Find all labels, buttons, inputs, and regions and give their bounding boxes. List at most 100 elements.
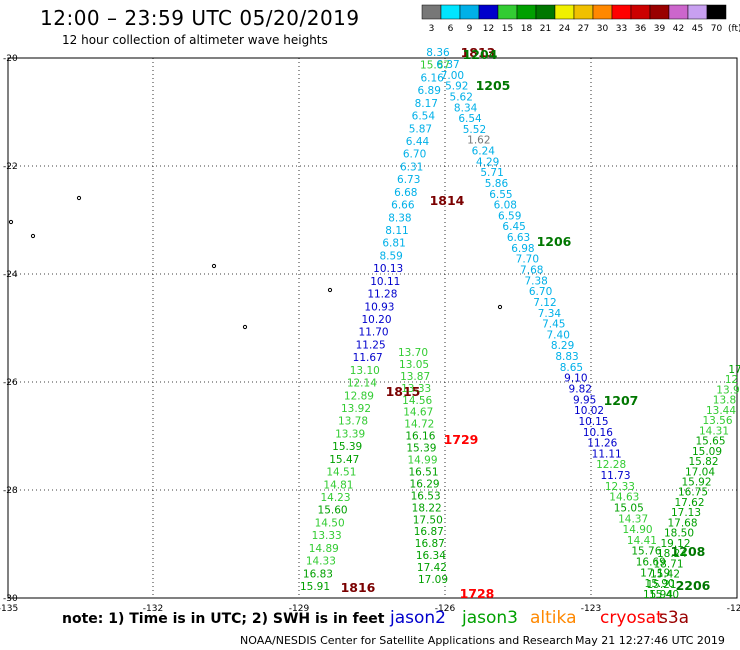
wave-height-value: 10.15 [578,416,608,428]
legend-bin-label: 9 [467,24,473,34]
wave-height-value: 15.40 [649,589,679,601]
island-marker [242,324,248,330]
wave-height-value: 17.68 [667,517,697,529]
wave-height-value: 5.71 [480,167,503,179]
wave-height-value: 16.69 [636,557,666,569]
wave-height-value: 15.76 [631,546,661,558]
wave-height-value: 14.63 [609,492,639,504]
wave-height-value: 10.11 [370,276,400,288]
generation-timestamp: May 21 12:27:46 UTC 2019 [575,634,725,647]
wave-height-value: 7.40 [547,329,570,341]
wave-height-value: 6.31 [400,161,423,173]
wave-height-value: 13.10 [350,365,380,377]
wave-height-value: 6.81 [382,238,405,250]
wave-height-value: 16.29 [410,478,440,490]
lat-label: -26 [3,378,18,388]
wave-height-value: 15.05 [614,502,644,514]
satellite-name: altika [530,608,577,628]
legend-bin-label: 3 [429,24,435,34]
wave-height-value: 17.04 [685,466,715,478]
wave-height-value: 10.02 [574,405,604,417]
wave-height-value: 16.34 [416,550,446,562]
wave-height-value: 15.87 [420,60,450,72]
track-d: 171213.913.813.4413.5614.3115.6515.0915.… [643,364,740,601]
wave-height-value: 15.82 [688,456,718,468]
pass-time-label: 1208 [671,544,706,559]
wave-height-value: 9.95 [573,394,596,406]
wave-height-value: 15.60 [318,505,348,517]
wave-height-value: 14.31 [699,425,729,437]
wave-height-value: 8.34 [454,102,478,114]
wave-height-value: 13.56 [702,415,732,427]
lon-label: -132 [143,604,163,614]
wave-height-value: 15.65 [695,436,725,448]
pass-time-label: 1815 [386,384,421,399]
wave-height-value: 17.42 [417,562,447,574]
wave-height-value: 9.82 [569,383,592,395]
legend-bin-label: 33 [616,24,627,34]
lon-label: -126 [435,604,456,614]
wave-height-value: 6.68 [394,187,417,199]
wave-height-value: 16.83 [303,568,333,580]
lat-label: -22 [3,162,18,172]
wave-height-value: 6.70 [529,286,552,298]
legend-bin-label: 45 [692,24,703,34]
lat-label: -20 [3,54,18,64]
wave-height-value: 16.53 [411,490,441,502]
wave-height-value: 5.52 [463,124,486,136]
wave-height-value: 18.50 [664,528,694,540]
pass-time-label: 1813 [461,45,496,60]
pass-time-label: 1204 [463,47,498,62]
legend-bin-label: 15 [502,24,513,34]
pass-time-label: 1816 [341,580,376,595]
wave-height-value: 7.45 [542,319,565,331]
wave-height-value: 11.26 [587,438,617,450]
wave-height-value: 8.11 [385,225,408,237]
wave-height-value: 5.92 [445,81,468,93]
wave-height-value: 6.16 [420,72,444,84]
track-b: 6.377.005.925.628.346.545.521.626.244.29… [436,47,705,601]
wave-height-value: 13.87 [400,371,430,383]
legend-swatch [706,4,727,20]
wave-height-value: 14.67 [403,407,433,419]
credit-line: NOAA/NESDIS Center for Satellite Applica… [240,634,574,647]
wave-height-value: 12.28 [596,459,626,471]
lon-label: -129 [289,604,310,614]
wave-height-value: 11.67 [353,352,383,364]
legend-bin-label: 39 [654,24,666,34]
legend-bin-label: 12 [483,24,494,34]
wave-height-value: 14.90 [623,524,653,536]
wave-height-value: 4.29 [476,156,499,168]
legend-bin-label: 18 [521,24,533,34]
wave-height-value: 6.89 [418,85,441,97]
footer-note: note: 1) Time is in UTC; 2) SWH is in fe… [62,611,385,627]
lat-label: -24 [3,270,18,280]
wave-height-value: 6.63 [507,232,530,244]
wave-height-value: 7.70 [516,254,539,266]
wave-height-value: 5.87 [409,123,432,135]
island-marker [327,287,333,293]
wave-height-value: 18.71 [653,558,683,570]
legend-bin-label: 30 [597,24,609,34]
wave-height-value: 13.78 [338,416,368,428]
wave-height-value: 14.37 [618,513,648,525]
wave-height-value: 14.51 [326,467,356,479]
page-title: 12:00 – 23:59 UTC 05/20/2019 [40,6,360,30]
wave-height-value: 6.66 [391,200,415,212]
legend-bin-label: 6 [448,24,454,34]
wave-height-value: 18.24 [657,548,687,560]
island-marker [30,233,36,239]
legend-bin-label: 24 [559,24,571,34]
wave-height-value: 14.81 [323,479,353,491]
wave-height-value: 13.05 [399,359,429,371]
legend-bin-label: 70 [711,24,723,34]
wave-height-value: 7.00 [441,70,464,82]
wave-height-value: 15.39 [332,441,362,453]
satellite-name: s3a [659,608,690,628]
wave-height-value: 15.90 [645,578,675,590]
wave-height-value: 5.86 [485,178,509,190]
wave-height-value: 7.68 [520,265,543,277]
satellite-name: jason2 [390,608,446,628]
lat-label: -30 [3,594,18,604]
